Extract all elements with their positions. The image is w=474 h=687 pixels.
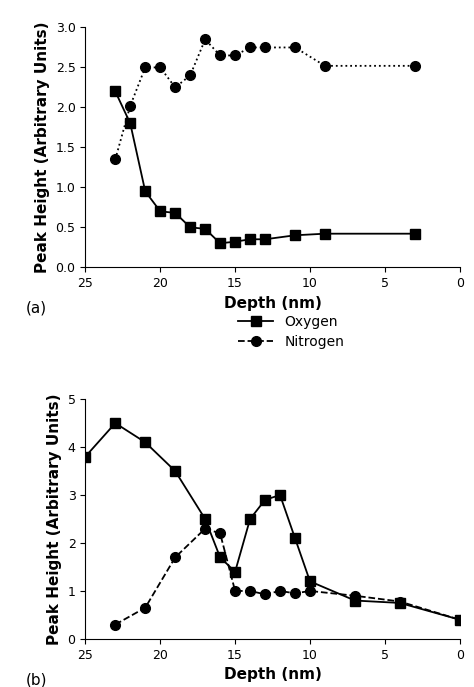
Text: (a): (a) [26, 301, 46, 316]
Y-axis label: Peak Height (Arbitrary Units): Peak Height (Arbitrary Units) [35, 21, 50, 273]
X-axis label: Depth (nm): Depth (nm) [224, 295, 321, 311]
Text: (b): (b) [26, 673, 47, 687]
Y-axis label: Peak Height (Arbitrary Units): Peak Height (Arbitrary Units) [47, 393, 62, 645]
Legend: Oxygen, Nitrogen: Oxygen, Nitrogen [238, 315, 344, 348]
X-axis label: Depth (nm): Depth (nm) [224, 667, 321, 682]
